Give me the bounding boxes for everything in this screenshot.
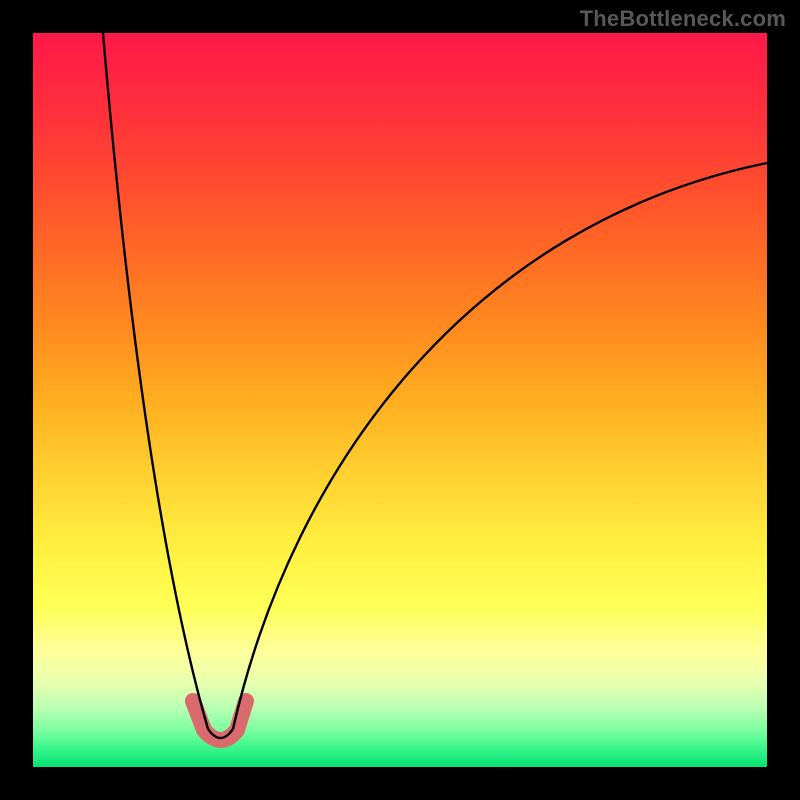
plot-area [33, 33, 767, 767]
curve-left-branch [103, 33, 208, 729]
watermark-text: TheBottleneck.com [580, 6, 786, 32]
curve-right-branch [233, 163, 767, 729]
bottleneck-curve [33, 33, 767, 767]
